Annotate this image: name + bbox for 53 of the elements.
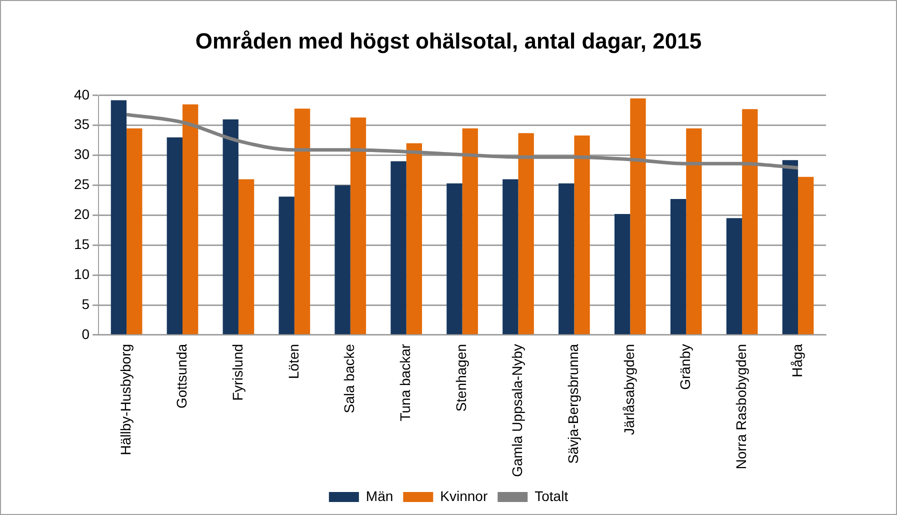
bar — [294, 108, 310, 334]
bar — [782, 160, 798, 334]
bar — [686, 128, 702, 334]
line-series — [124, 112, 800, 170]
x-tick-label: Gränby — [676, 344, 693, 390]
x-tick-label: Norra Rasbobygden — [732, 344, 749, 470]
x-tick-label: Löten — [285, 344, 302, 379]
bar — [446, 183, 462, 334]
x-tick-label: Sävja-Bergsbrunna — [565, 344, 582, 464]
bar — [222, 119, 238, 334]
bar — [350, 118, 366, 334]
bar — [182, 104, 198, 334]
x-tick-label: Fyrislund — [229, 344, 246, 401]
bar — [166, 137, 183, 334]
bar — [518, 133, 534, 334]
y-tick-label: 0 — [82, 326, 90, 342]
bar — [126, 128, 142, 334]
x-tick-label: Järlåsabygden — [621, 344, 638, 436]
bar — [670, 199, 686, 334]
legend-label: Totalt — [534, 488, 568, 504]
y-tick-label: 25 — [74, 176, 90, 192]
bar — [110, 100, 127, 334]
y-tick-label: 15 — [74, 236, 90, 252]
chart-title: Områden med högst ohälsotal, antal dagar, 2015 — [195, 28, 702, 54]
y-tick-label: 20 — [74, 206, 90, 222]
bar — [238, 179, 254, 334]
legend-label: Kvinnor — [440, 488, 488, 504]
bar — [502, 179, 518, 334]
x-tick-label: Håga — [788, 344, 805, 378]
bar — [462, 128, 478, 334]
bar — [630, 98, 646, 334]
bar — [406, 143, 422, 334]
bar — [334, 185, 350, 334]
bar — [558, 183, 574, 334]
bar — [614, 214, 630, 334]
y-tick-label: 30 — [74, 146, 90, 162]
y-tick-label: 5 — [82, 296, 90, 312]
x-tick-label: Hällby-Husbyborg — [117, 344, 134, 456]
x-tick-label: Gamla Uppsala-Nyby — [509, 344, 526, 478]
x-tick-label: Tuna backar — [397, 344, 414, 422]
x-tick-label: Stenhagen — [453, 344, 470, 412]
y-tick-label: 40 — [74, 86, 90, 102]
bar — [390, 161, 406, 334]
bar — [574, 136, 590, 334]
bar — [798, 176, 814, 334]
x-tick-label: Sala backe — [341, 344, 358, 414]
bar — [278, 196, 294, 334]
y-tick-label: 35 — [74, 116, 90, 132]
bar — [742, 109, 758, 334]
bar — [726, 218, 742, 334]
y-tick-label: 10 — [74, 266, 90, 282]
x-tick-label: Gottsunda — [173, 344, 190, 409]
legend-label: Män — [366, 488, 394, 504]
